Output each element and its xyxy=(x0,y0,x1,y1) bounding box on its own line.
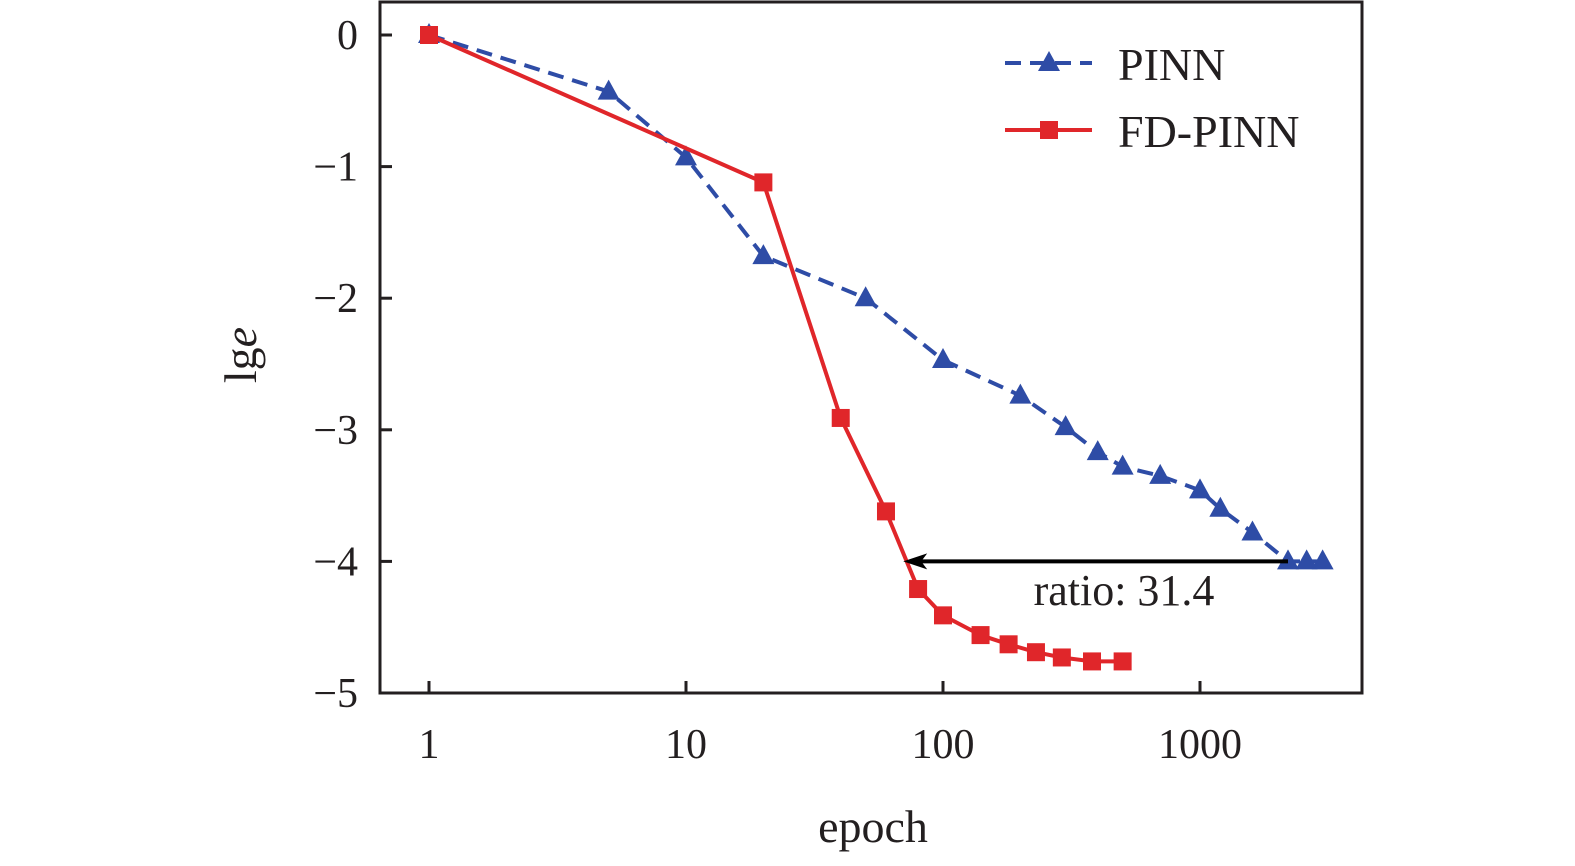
data-point xyxy=(1149,463,1172,484)
data-point xyxy=(1086,440,1109,461)
data-point xyxy=(971,626,990,645)
data-point xyxy=(1295,549,1318,570)
data-point xyxy=(1209,496,1232,517)
x-tick-label: 100 xyxy=(912,722,975,768)
series-fd-pinn xyxy=(420,26,1132,671)
data-point xyxy=(1054,415,1077,436)
data-point xyxy=(1026,643,1045,662)
legend-marker xyxy=(1038,51,1060,71)
data-point xyxy=(754,173,773,192)
data-point xyxy=(831,408,850,427)
data-point xyxy=(854,286,877,307)
data-point xyxy=(932,348,954,369)
data-point xyxy=(999,635,1018,654)
data-point xyxy=(1241,520,1264,541)
x-tick-label: 10 xyxy=(665,722,707,768)
y-tick-label: −1 xyxy=(313,145,358,191)
legend-item-fd-pinn: FD-PINN xyxy=(1005,106,1299,157)
plot-frame xyxy=(378,0,1364,695)
data-point xyxy=(1113,652,1132,671)
ratio-annotation: ratio: 31.4 xyxy=(1034,566,1215,615)
data-point xyxy=(675,145,697,166)
y-axis-label-lg: lg xyxy=(215,347,266,383)
data-point xyxy=(876,502,895,521)
data-point xyxy=(934,606,952,625)
data-point xyxy=(1189,478,1211,499)
data-point xyxy=(1111,454,1134,475)
arrow-head-icon xyxy=(903,553,928,570)
y-tick-label: −2 xyxy=(313,276,358,322)
y-tick-label: −3 xyxy=(313,408,358,454)
legend: PINN FD-PINN xyxy=(1005,39,1299,157)
y-axis-label-e: e xyxy=(215,327,266,347)
y-tick-label: −5 xyxy=(313,671,358,717)
y-axis-label: lge xyxy=(215,327,266,383)
legend-marker xyxy=(1040,121,1058,139)
y-tick-label: 0 xyxy=(337,13,358,59)
data-point xyxy=(1052,648,1071,667)
x-axis-label: epoch xyxy=(818,801,928,852)
y-tick-label: −4 xyxy=(313,539,358,585)
x-tick-label: 1000 xyxy=(1158,722,1242,768)
data-point xyxy=(1311,549,1334,570)
data-point xyxy=(420,26,438,44)
data-point xyxy=(1009,383,1032,404)
x-tick-label: 1 xyxy=(419,722,440,768)
data-point xyxy=(752,244,775,265)
legend-label: FD-PINN xyxy=(1118,106,1299,157)
data-point xyxy=(909,580,928,599)
legend-label: PINN xyxy=(1118,39,1225,90)
data-point xyxy=(597,79,620,100)
data-point xyxy=(1083,652,1102,671)
legend-item-pinn: PINN xyxy=(1005,39,1225,90)
